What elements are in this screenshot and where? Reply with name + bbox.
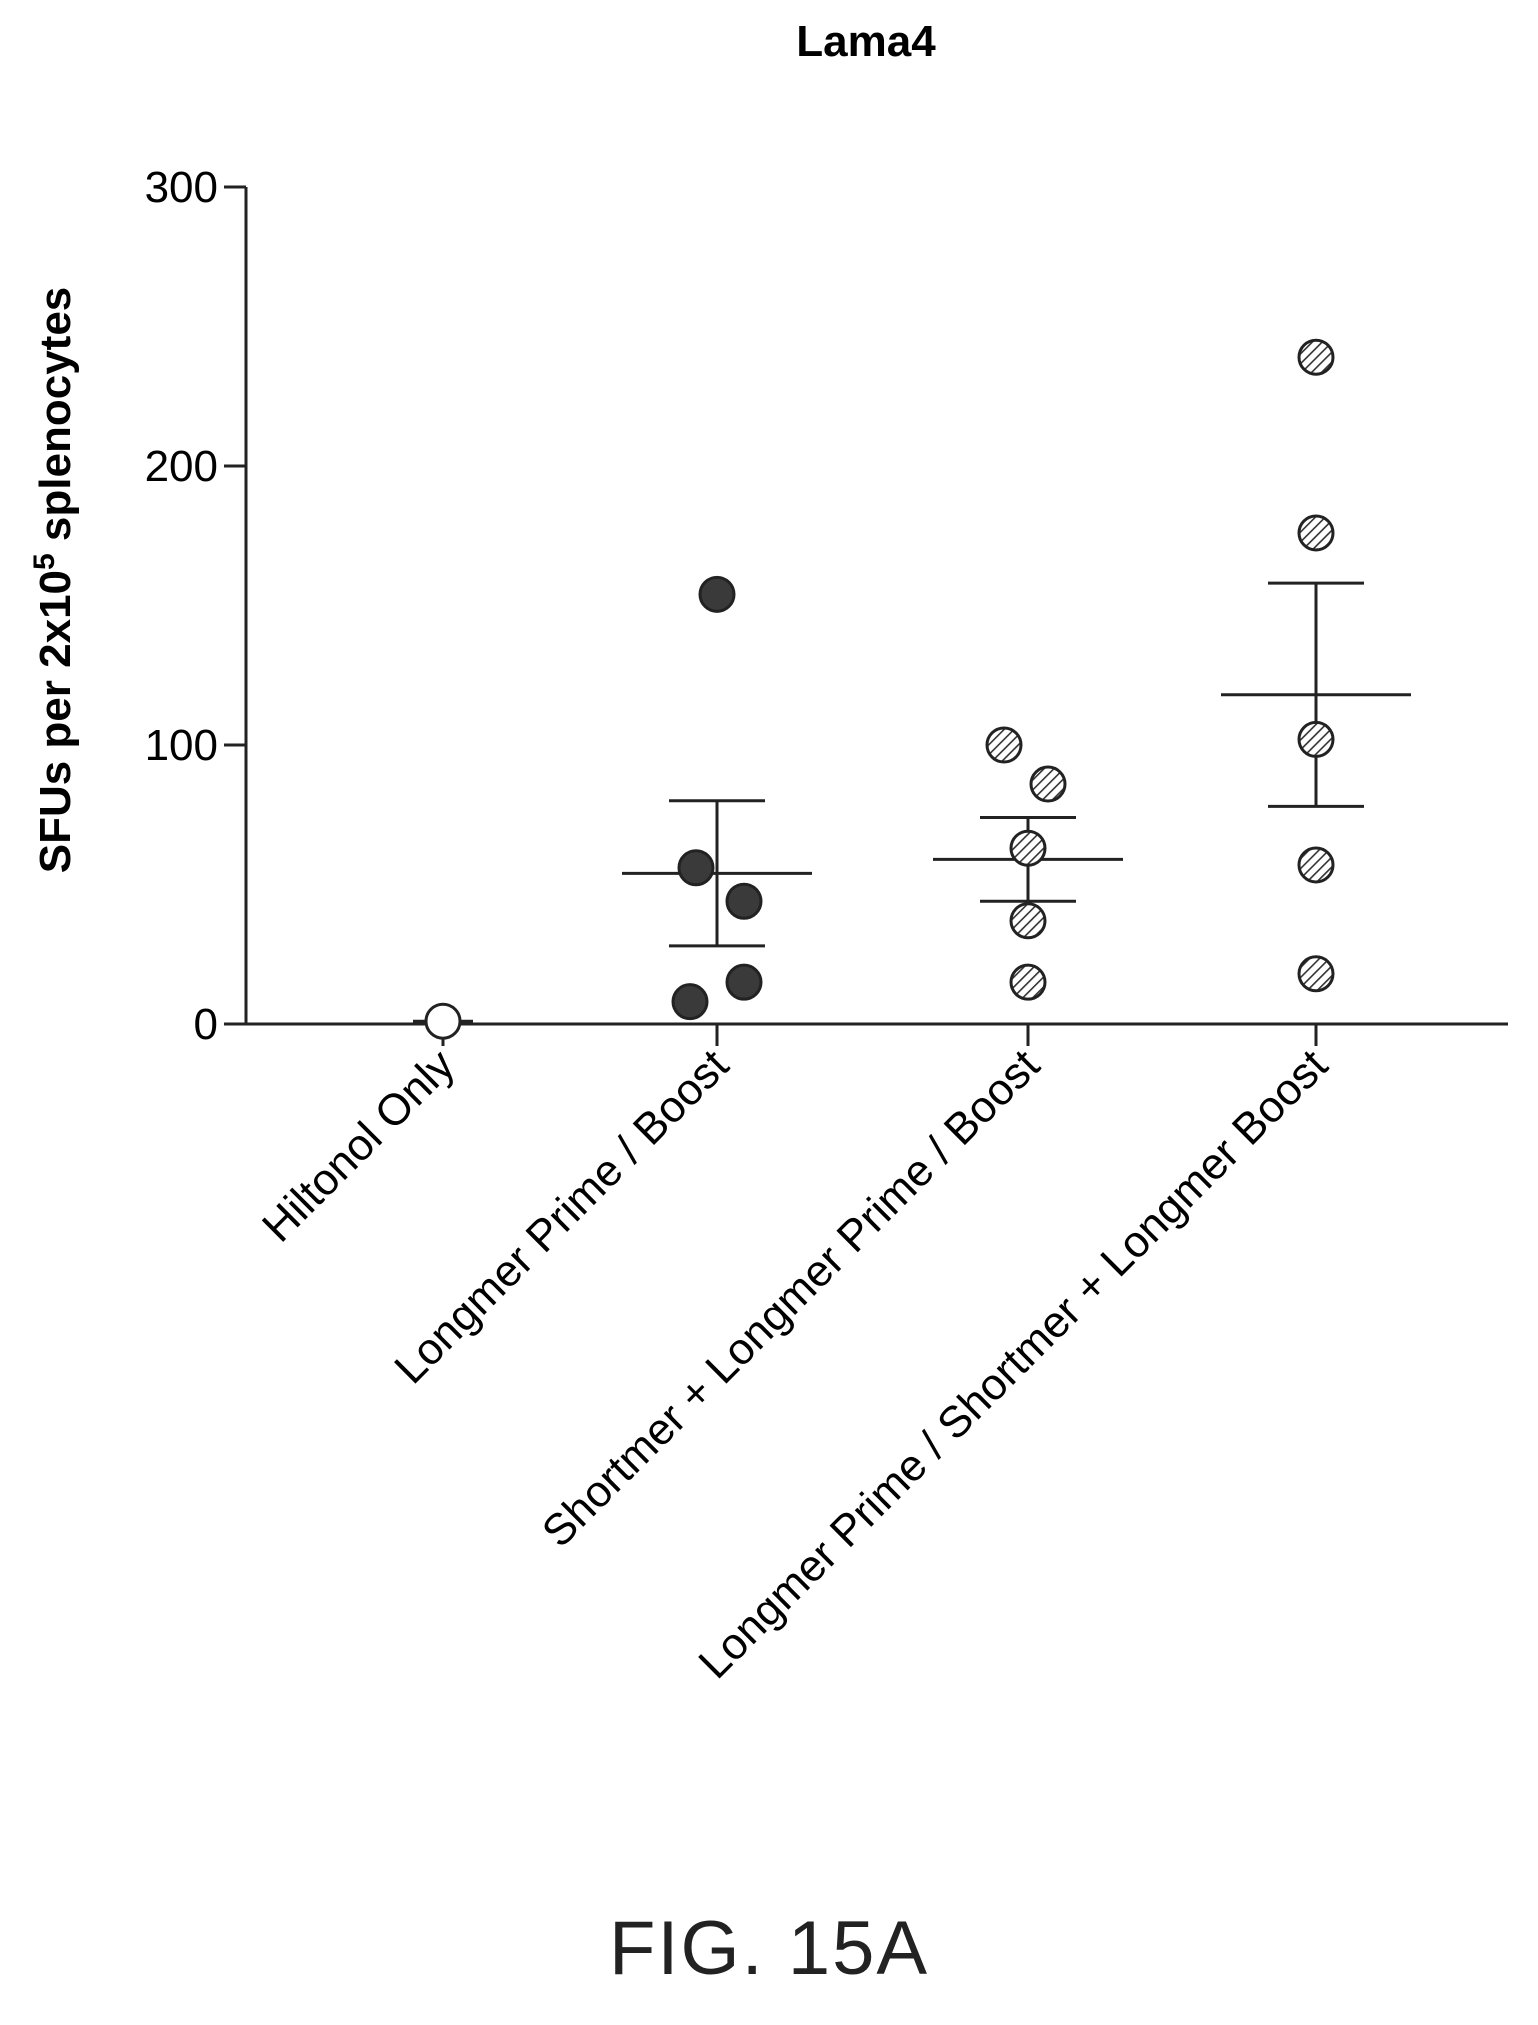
data-point (698, 575, 736, 613)
y-axis-label-suffix: splenocytes (31, 287, 80, 554)
series-group (1221, 338, 1411, 993)
x-tick-label: Shortmer + Longmer Prime / Boost (533, 1040, 1049, 1556)
series-group (933, 726, 1123, 1001)
data-point (1029, 765, 1067, 803)
data-point (424, 1002, 462, 1040)
x-tick-label: Hiltonol Only (253, 1040, 464, 1251)
chart-title: Lama4 (796, 17, 936, 66)
data-point (1009, 963, 1047, 1001)
data-point (1297, 720, 1335, 758)
y-axis-label-superscript: 5 (28, 553, 61, 570)
data-point (1297, 338, 1335, 376)
data-point (725, 963, 763, 1001)
y-axis-label-main: SFUs per 2x10 (31, 570, 80, 873)
data-point (677, 849, 715, 887)
figure-caption: FIG. 15A (608, 1906, 930, 1991)
data-point (671, 983, 709, 1021)
y-tick-label: 300 (145, 163, 218, 212)
x-tick-label: Longmer Prime / Shortmer + Longmer Boost (689, 1040, 1337, 1688)
y-axis-label: SFUs per 2x105 splenocytes (28, 287, 80, 874)
series-group (413, 1002, 473, 1040)
data-point (1297, 846, 1335, 884)
data-point (1009, 902, 1047, 940)
data-marks (413, 338, 1411, 1040)
y-tick-label: 100 (145, 721, 218, 770)
series-group (622, 575, 812, 1021)
data-point (1297, 955, 1335, 993)
data-point (1009, 829, 1047, 867)
y-tick-label: 200 (145, 442, 218, 491)
data-point (725, 882, 763, 920)
y-tick-label: 0 (194, 1000, 218, 1049)
data-point (985, 726, 1023, 764)
data-point (1297, 514, 1335, 552)
